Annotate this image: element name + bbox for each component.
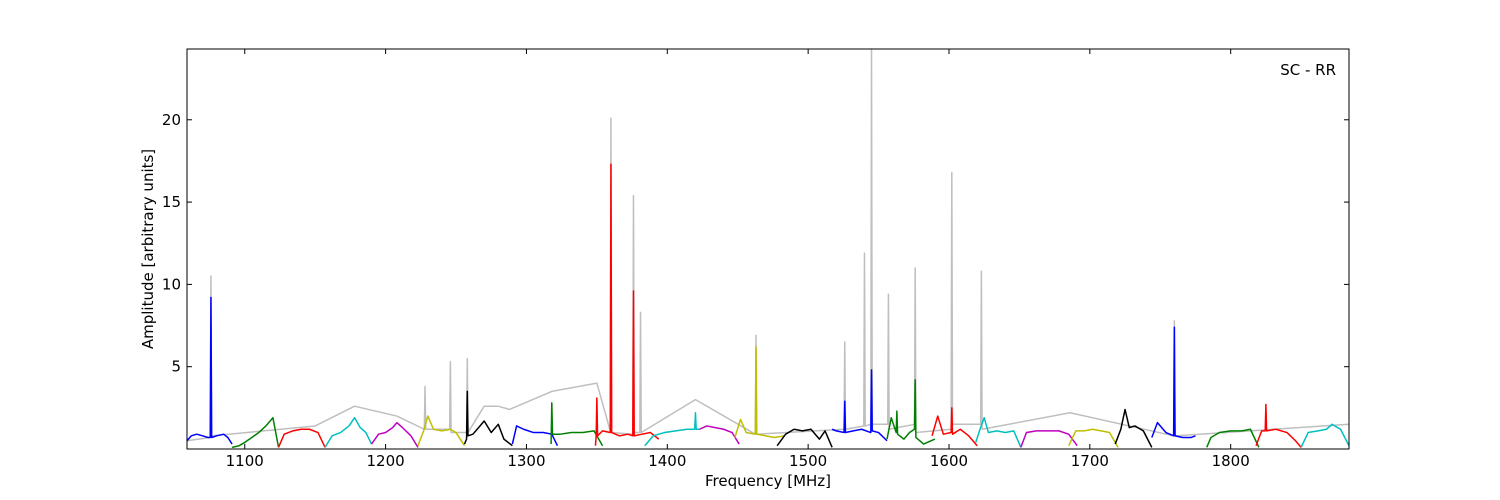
spectrum-line bbox=[776, 428, 833, 448]
x-tick-label: 1500 bbox=[789, 452, 827, 470]
spectrum-line bbox=[463, 390, 513, 447]
spectrum-line bbox=[1068, 428, 1119, 448]
spectrum-line bbox=[277, 428, 326, 448]
y-tick-label: 10 bbox=[162, 275, 181, 293]
plot-lines bbox=[186, 48, 1350, 449]
spectrum-line bbox=[1151, 326, 1196, 439]
spectrum-line bbox=[324, 416, 373, 448]
spectrum-line bbox=[734, 346, 785, 439]
x-tick-label: 1300 bbox=[507, 452, 545, 470]
x-axis-label: Frequency [MHz] bbox=[705, 472, 831, 490]
x-tick-label: 1800 bbox=[1212, 452, 1250, 470]
spectrum-line bbox=[1020, 430, 1078, 448]
spectrum-line bbox=[550, 402, 604, 447]
spectrum-line bbox=[931, 407, 978, 447]
spectrum-line bbox=[186, 296, 233, 445]
y-tick-label: 5 bbox=[171, 358, 181, 376]
spectrum-line bbox=[594, 163, 660, 446]
spectrum-line bbox=[1255, 403, 1302, 448]
spectrum-line bbox=[699, 425, 740, 445]
x-tick-label: 1200 bbox=[367, 452, 405, 470]
spectrum-line bbox=[886, 379, 936, 445]
spectrum-line bbox=[1300, 423, 1350, 448]
spectrum-line bbox=[186, 48, 1350, 442]
x-tick-label: 1100 bbox=[226, 452, 264, 470]
y-tick-label: 20 bbox=[162, 111, 181, 129]
spectrum-line bbox=[831, 369, 888, 442]
annotation: SC - RR bbox=[1280, 61, 1336, 79]
plot-area bbox=[187, 49, 1349, 449]
spectrum-line bbox=[975, 416, 1022, 448]
x-tick-label: 1600 bbox=[930, 452, 968, 470]
x-tick-label: 1700 bbox=[1071, 452, 1109, 470]
spectrum-line bbox=[231, 416, 280, 449]
plot-frame bbox=[186, 48, 1350, 450]
y-axis-label: Amplitude [arbitrary units] bbox=[139, 149, 157, 349]
spectrum-line bbox=[370, 421, 419, 448]
y-tick-label: 15 bbox=[162, 193, 181, 211]
spectrum-line bbox=[1206, 428, 1260, 448]
spectrum-line bbox=[1114, 408, 1153, 448]
spectrum-line bbox=[417, 415, 466, 447]
x-tick-label: 1400 bbox=[648, 452, 686, 470]
spectrum-line bbox=[644, 412, 700, 447]
